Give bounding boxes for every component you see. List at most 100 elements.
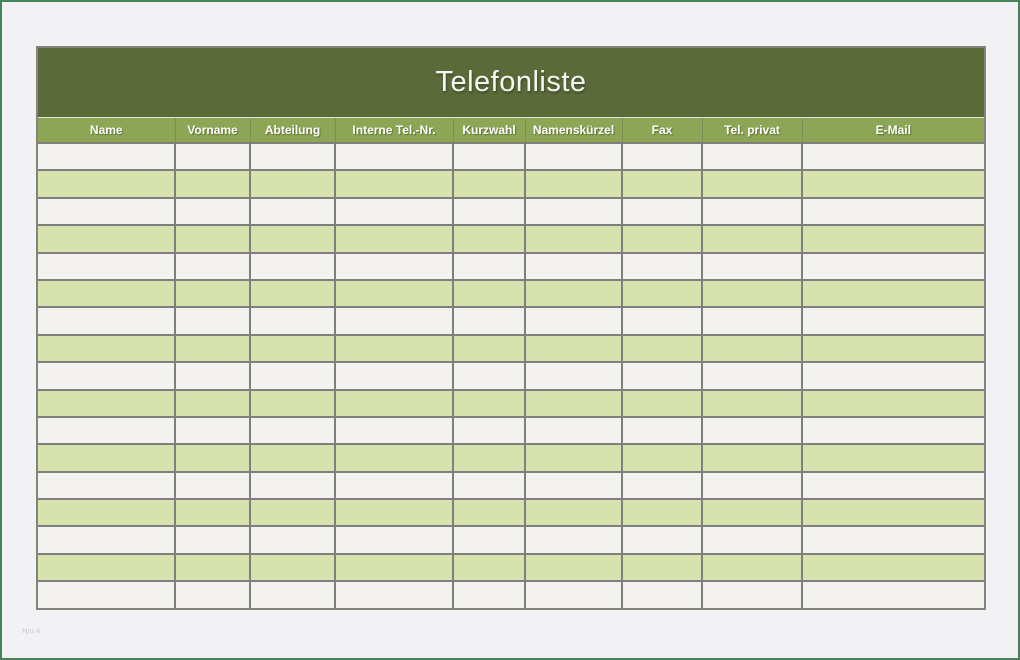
- table-cell[interactable]: [174, 443, 251, 473]
- table-cell[interactable]: [38, 415, 176, 446]
- table-cell[interactable]: [524, 306, 623, 336]
- table-cell[interactable]: [38, 251, 176, 281]
- table-cell[interactable]: [701, 278, 803, 309]
- table-cell[interactable]: [452, 141, 526, 172]
- table-cell[interactable]: [38, 141, 176, 172]
- table-cell[interactable]: [334, 470, 454, 501]
- table-cell[interactable]: [621, 333, 703, 364]
- table-cell[interactable]: [621, 552, 703, 583]
- table-cell[interactable]: [701, 361, 803, 391]
- table-cell[interactable]: [174, 470, 251, 501]
- table-cell[interactable]: [621, 278, 703, 309]
- table-cell[interactable]: [174, 333, 251, 364]
- table-cell[interactable]: [621, 388, 703, 418]
- table-cell[interactable]: [334, 278, 454, 309]
- table-cell[interactable]: [524, 224, 623, 254]
- table-cell[interactable]: [249, 306, 336, 336]
- table-cell[interactable]: [524, 333, 623, 364]
- table-cell[interactable]: [801, 415, 984, 446]
- table-cell[interactable]: [524, 470, 623, 501]
- table-cell[interactable]: [334, 552, 454, 583]
- table-cell[interactable]: [801, 278, 984, 309]
- table-cell[interactable]: [524, 415, 623, 446]
- table-cell[interactable]: [801, 498, 984, 528]
- table-cell[interactable]: [174, 388, 251, 418]
- table-cell[interactable]: [701, 525, 803, 555]
- table-cell[interactable]: [249, 224, 336, 254]
- table-cell[interactable]: [701, 196, 803, 227]
- table-cell[interactable]: [334, 498, 454, 528]
- table-cell[interactable]: [249, 361, 336, 391]
- table-cell[interactable]: [524, 525, 623, 555]
- table-cell[interactable]: [174, 498, 251, 528]
- table-cell[interactable]: [621, 580, 703, 608]
- table-cell[interactable]: [334, 525, 454, 555]
- table-cell[interactable]: [249, 388, 336, 418]
- table-cell[interactable]: [801, 552, 984, 583]
- table-cell[interactable]: [38, 470, 176, 501]
- table-cell[interactable]: [249, 251, 336, 281]
- table-cell[interactable]: [524, 251, 623, 281]
- table-cell[interactable]: [38, 361, 176, 391]
- table-cell[interactable]: [621, 470, 703, 501]
- table-cell[interactable]: [621, 251, 703, 281]
- table-cell[interactable]: [38, 278, 176, 309]
- table-cell[interactable]: [621, 443, 703, 473]
- table-cell[interactable]: [452, 333, 526, 364]
- table-cell[interactable]: [334, 141, 454, 172]
- table-cell[interactable]: [249, 169, 336, 199]
- table-cell[interactable]: [701, 498, 803, 528]
- table-cell[interactable]: [249, 525, 336, 555]
- table-cell[interactable]: [701, 552, 803, 583]
- table-cell[interactable]: [452, 278, 526, 309]
- table-cell[interactable]: [334, 361, 454, 391]
- table-cell[interactable]: [452, 361, 526, 391]
- table-cell[interactable]: [38, 552, 176, 583]
- table-cell[interactable]: [621, 196, 703, 227]
- table-cell[interactable]: [452, 415, 526, 446]
- table-cell[interactable]: [38, 580, 176, 608]
- table-cell[interactable]: [621, 525, 703, 555]
- table-cell[interactable]: [452, 388, 526, 418]
- table-cell[interactable]: [174, 306, 251, 336]
- table-cell[interactable]: [524, 141, 623, 172]
- table-cell[interactable]: [452, 443, 526, 473]
- table-cell[interactable]: [452, 525, 526, 555]
- table-cell[interactable]: [801, 361, 984, 391]
- table-cell[interactable]: [701, 306, 803, 336]
- table-cell[interactable]: [174, 525, 251, 555]
- table-cell[interactable]: [38, 333, 176, 364]
- table-cell[interactable]: [801, 470, 984, 501]
- table-cell[interactable]: [334, 415, 454, 446]
- table-cell[interactable]: [249, 196, 336, 227]
- table-cell[interactable]: [249, 278, 336, 309]
- table-cell[interactable]: [249, 552, 336, 583]
- table-cell[interactable]: [174, 415, 251, 446]
- table-cell[interactable]: [249, 333, 336, 364]
- table-cell[interactable]: [801, 169, 984, 199]
- table-cell[interactable]: [452, 498, 526, 528]
- table-cell[interactable]: [38, 498, 176, 528]
- table-cell[interactable]: [452, 251, 526, 281]
- table-cell[interactable]: [701, 580, 803, 608]
- table-cell[interactable]: [524, 443, 623, 473]
- table-cell[interactable]: [38, 388, 176, 418]
- table-cell[interactable]: [334, 224, 454, 254]
- table-cell[interactable]: [801, 306, 984, 336]
- table-cell[interactable]: [38, 169, 176, 199]
- table-cell[interactable]: [701, 388, 803, 418]
- table-cell[interactable]: [701, 251, 803, 281]
- table-cell[interactable]: [334, 443, 454, 473]
- table-cell[interactable]: [621, 141, 703, 172]
- table-cell[interactable]: [524, 580, 623, 608]
- table-cell[interactable]: [249, 141, 336, 172]
- table-cell[interactable]: [334, 169, 454, 199]
- table-cell[interactable]: [334, 388, 454, 418]
- table-cell[interactable]: [38, 525, 176, 555]
- table-cell[interactable]: [621, 498, 703, 528]
- table-cell[interactable]: [801, 196, 984, 227]
- table-cell[interactable]: [174, 196, 251, 227]
- table-cell[interactable]: [452, 552, 526, 583]
- table-cell[interactable]: [701, 470, 803, 501]
- table-cell[interactable]: [452, 196, 526, 227]
